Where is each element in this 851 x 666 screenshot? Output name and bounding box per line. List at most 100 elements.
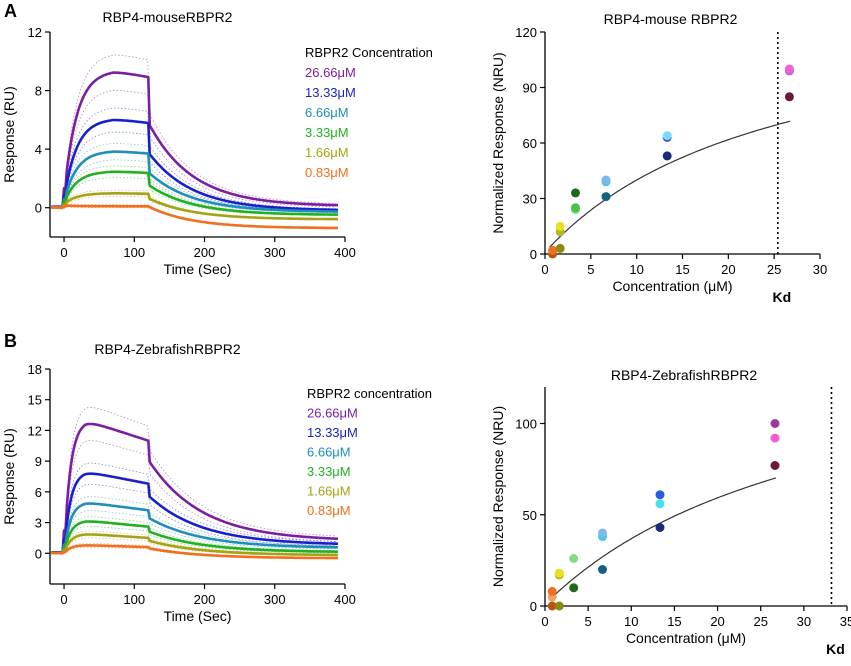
data-point [656, 499, 665, 508]
y-tick-label: 12 [28, 423, 42, 438]
x-tick-label: 15 [675, 262, 689, 277]
chart-title: RBP4-ZebrafishRBPR2 [94, 341, 240, 357]
x-tick-label: 25 [753, 614, 767, 629]
y-tick-label: 9 [35, 454, 42, 469]
x-axis-title: Time (Sec) [164, 261, 232, 277]
data-point [571, 203, 580, 212]
y-tick-label: 0 [35, 546, 42, 561]
y-tick-label: 120 [515, 25, 537, 40]
y-tick-label: 30 [523, 192, 537, 207]
legend-entry: 0.83μM [307, 503, 351, 518]
legend-entry: 13.33μM [307, 425, 358, 440]
x-tick-label: 100 [123, 245, 145, 260]
replicate-trace [61, 463, 336, 551]
x-axis-title: Concentration (μM) [612, 278, 732, 294]
x-tick-label: 30 [797, 614, 811, 629]
data-point [555, 569, 564, 578]
data-point [556, 222, 565, 231]
series-line [51, 474, 338, 553]
x-tick-label: 15 [667, 614, 681, 629]
legend-entry: 13.33μM [305, 85, 356, 100]
y-axis-title: Response (RU) [1, 86, 17, 182]
y-tick-label: 3 [35, 516, 42, 531]
legend-title: RBPR2 Concentration [305, 45, 433, 60]
data-point [602, 192, 611, 201]
x-tick-label: 35 [840, 614, 851, 629]
x-tick-label: 400 [334, 245, 356, 260]
y-axis-title: Normalized Response (NRU) [490, 52, 506, 233]
chart-b-sensorgram: 0 100 200 300 400 0 3 6 9 12 15 18 Response (RU) Time… [1, 341, 432, 624]
figure: A B 0 100 200 300 40004812Response (RU)Time … [0, 0, 851, 666]
x-tick-label: 5 [587, 262, 594, 277]
legend-title: RBPR2 concentration [307, 386, 432, 401]
legend-entry: 6.66μM [305, 105, 349, 120]
legend-entry: 6.66μM [307, 445, 351, 460]
x-tick-label: 10 [629, 262, 643, 277]
x-tick-label: 200 [194, 592, 216, 607]
y-tick-label: 0 [530, 247, 537, 262]
x-tick-label: 20 [710, 614, 724, 629]
y-tick-label: 8 [35, 84, 42, 99]
chart-title: RBP4-mouseRBPR2 [103, 9, 233, 25]
y-axis-title: Normalized Response (NRU) [490, 406, 506, 587]
x-axis-title: Time (Sec) [164, 608, 232, 624]
x-tick-label: 300 [264, 592, 286, 607]
data-point [656, 490, 665, 499]
x-tick-label: 400 [334, 592, 356, 607]
y-tick-label: 90 [523, 81, 537, 96]
x-axis-title: Concentration (μM) [626, 630, 746, 646]
data-point [785, 65, 794, 74]
y-tick-label: 0 [35, 201, 42, 216]
data-point [598, 529, 607, 538]
legend-entry: 3.33μM [307, 464, 351, 479]
data-point [571, 188, 580, 197]
x-tick-label: 300 [264, 245, 286, 260]
y-axis-title: Response (RU) [1, 428, 17, 524]
x-tick-label: 10 [624, 614, 638, 629]
data-point [556, 244, 565, 253]
x-tick-label: 0 [541, 614, 548, 629]
y-tick-label: 4 [35, 142, 42, 157]
chart-a-binding-fit: 0 5 10 15 20 25 30 0 30 60 90 120 Normalized Respons… [490, 11, 827, 305]
x-tick-label: 20 [721, 262, 735, 277]
data-point [663, 131, 672, 140]
data-point [663, 151, 672, 160]
legend-entry: 26.66μM [307, 406, 358, 421]
y-tick-label: 0 [530, 599, 537, 614]
x-tick-label: 100 [123, 592, 145, 607]
y-tick-label: 50 [523, 508, 537, 523]
legend-entry: 26.66μM [305, 65, 356, 80]
x-tick-label: 25 [767, 262, 781, 277]
x-tick-label: 200 [194, 245, 216, 260]
data-point [569, 554, 578, 563]
chart-title: RBP4-ZebrafishRBPR2 [611, 367, 757, 383]
data-point [602, 176, 611, 185]
y-tick-label: 15 [28, 393, 42, 408]
data-point [569, 583, 578, 592]
legend-entry: 1.66μM [307, 484, 351, 499]
legend-entry: 1.66μM [305, 145, 349, 160]
chart-title: RBP4-mouse RBPR2 [604, 11, 738, 27]
panel-label-b: B [4, 331, 17, 351]
y-tick-label: 6 [35, 485, 42, 500]
data-point [555, 602, 564, 611]
panel-label-a: A [4, 1, 17, 21]
x-tick-label: 0 [60, 592, 67, 607]
kd-label: Kd [826, 641, 845, 657]
data-point [785, 92, 794, 101]
y-tick-label: 18 [28, 362, 42, 377]
x-tick-label: 0 [541, 262, 548, 277]
legend-entry: 0.83μM [305, 165, 349, 180]
x-tick-label: 5 [585, 614, 592, 629]
data-point [548, 587, 557, 596]
data-point [771, 434, 780, 443]
x-tick-label: 30 [813, 262, 827, 277]
data-point [771, 461, 780, 470]
replicate-trace [61, 407, 336, 551]
y-tick-label: 12 [28, 25, 42, 40]
y-tick-label: 100 [515, 417, 537, 432]
chart-a-sensorgram: 0 100 200 300 400 0 4 8 12 Response (RU) Time (Sec… [1, 9, 433, 277]
data-point [771, 419, 780, 428]
y-tick-label: 60 [523, 136, 537, 151]
data-point [656, 523, 665, 532]
